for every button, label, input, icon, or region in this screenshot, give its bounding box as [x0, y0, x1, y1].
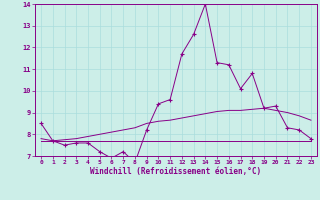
X-axis label: Windchill (Refroidissement éolien,°C): Windchill (Refroidissement éolien,°C): [91, 167, 261, 176]
